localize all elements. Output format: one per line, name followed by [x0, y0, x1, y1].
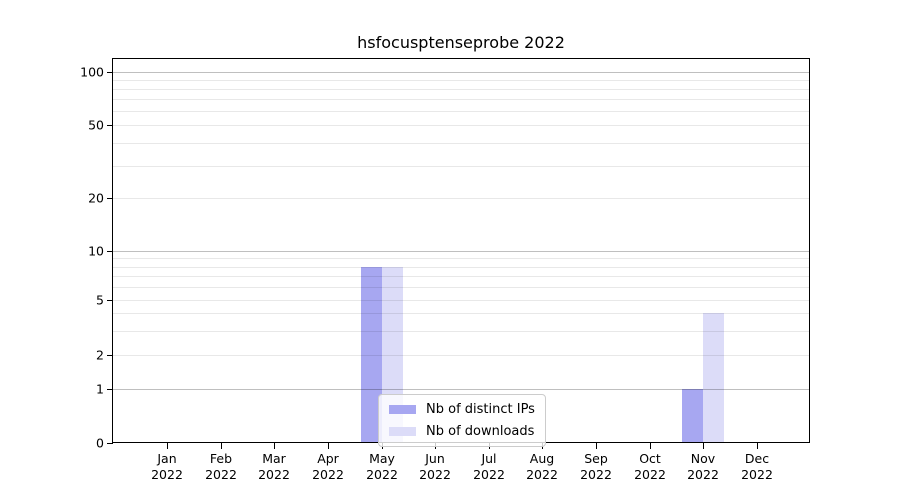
x-tick-year: 2022 [687, 467, 719, 482]
x-tick-year: 2022 [205, 467, 237, 482]
x-tick-label: Jun 2022 [403, 451, 467, 483]
y-tick-label: 0 [96, 435, 104, 451]
x-tick-year: 2022 [634, 467, 666, 482]
x-tick-label: Oct 2022 [618, 451, 682, 483]
x-tick-month: Dec [744, 451, 770, 466]
legend-label-distinct-ips: Nb of distinct IPs [426, 402, 535, 417]
y-tick-label: 10 [88, 243, 104, 259]
x-tick-label: Jan 2022 [135, 451, 199, 483]
x-tick-year: 2022 [526, 467, 558, 482]
x-tick-label: May 2022 [350, 451, 414, 483]
x-tick-mark [596, 443, 597, 449]
x-tick-month: Jun [425, 451, 445, 466]
x-tick-mark [167, 443, 168, 449]
x-tick-mark [274, 443, 275, 449]
x-tick-month: Nov [690, 451, 716, 466]
x-tick-year: 2022 [258, 467, 290, 482]
x-tick-label: Mar 2022 [242, 451, 306, 483]
x-tick-month: Oct [639, 451, 661, 466]
legend-swatch-downloads [389, 427, 416, 436]
legend-label-downloads: Nb of downloads [426, 424, 535, 439]
x-tick-label: Feb 2022 [189, 451, 253, 483]
x-tick-year: 2022 [312, 467, 344, 482]
x-tick-month: May [369, 451, 395, 466]
y-tick-label: 50 [88, 117, 104, 133]
x-tick-label: Aug 2022 [510, 451, 574, 483]
x-tick-mark [757, 443, 758, 449]
legend-item-downloads: Nb of downloads [389, 422, 535, 441]
x-tick-year: 2022 [473, 467, 505, 482]
x-tick-month: Feb [209, 451, 233, 466]
x-tick-month: Sep [584, 451, 608, 466]
x-tick-month: Jul [481, 451, 497, 466]
x-tick-month: Apr [317, 451, 339, 466]
x-tick-month: Aug [529, 451, 555, 466]
y-tick-label: 2 [96, 347, 104, 363]
x-tick-year: 2022 [741, 467, 773, 482]
x-tick-label: Sep 2022 [564, 451, 628, 483]
x-tick-year: 2022 [151, 467, 183, 482]
x-tick-month: Mar [262, 451, 286, 466]
y-tick-label: 100 [80, 64, 104, 80]
x-tick-mark [650, 443, 651, 449]
x-tick-mark [703, 443, 704, 449]
x-tick-year: 2022 [419, 467, 451, 482]
x-tick-label: Jul 2022 [457, 451, 521, 483]
x-tick-month: Jan [157, 451, 177, 466]
x-tick-mark [221, 443, 222, 449]
plot-border [112, 58, 810, 443]
x-tick-label: Apr 2022 [296, 451, 360, 483]
legend: Nb of distinct IPs Nb of downloads [378, 394, 546, 447]
y-tick-label: 1 [96, 381, 104, 397]
x-tick-year: 2022 [580, 467, 612, 482]
y-tick-label: 20 [88, 190, 104, 206]
x-tick-mark [328, 443, 329, 449]
x-tick-label: Nov 2022 [671, 451, 735, 483]
legend-swatch-distinct-ips [389, 405, 416, 414]
legend-item-distinct-ips: Nb of distinct IPs [389, 400, 535, 419]
y-tick-label: 5 [96, 292, 104, 308]
y-tick-mark [107, 443, 113, 444]
x-tick-label: Dec 2022 [725, 451, 789, 483]
chart-title: hsfocusptenseprobe 2022 [357, 33, 565, 52]
x-tick-year: 2022 [366, 467, 398, 482]
